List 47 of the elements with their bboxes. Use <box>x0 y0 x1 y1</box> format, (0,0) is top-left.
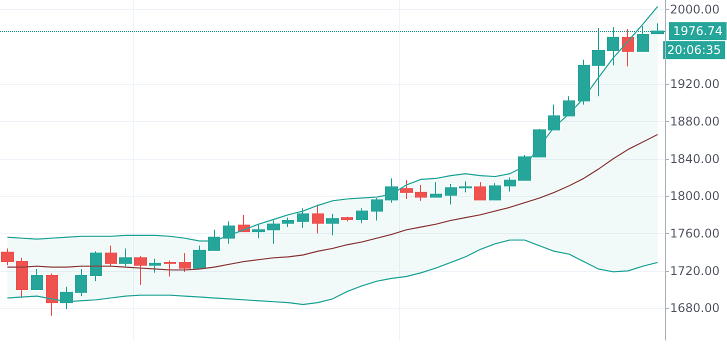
candlestick <box>312 204 324 234</box>
candlestick <box>252 224 265 239</box>
candlestick <box>149 258 161 274</box>
candlestick <box>533 128 546 158</box>
candlestick <box>75 268 87 297</box>
candlestick <box>578 59 590 106</box>
y-tick-label: 1720.00 <box>670 264 720 278</box>
y-tick-label: 1760.00 <box>670 226 720 241</box>
y-tick-label: 1880.00 <box>670 114 720 128</box>
candlestick <box>341 216 353 222</box>
candlestick <box>105 245 117 267</box>
candlestick <box>430 182 442 198</box>
candlestick <box>548 104 560 130</box>
y-tick-label: 1920.00 <box>670 77 720 92</box>
candlestick <box>16 257 28 298</box>
text: 20:06:35 <box>667 43 722 58</box>
candlestick <box>31 268 43 290</box>
candlestick <box>119 248 132 267</box>
candlestick <box>371 198 383 221</box>
candlestick <box>356 208 368 224</box>
candlestick <box>46 273 58 316</box>
y-tick-label: 1680.00 <box>670 301 720 316</box>
candlestick <box>297 208 309 228</box>
candlestick <box>90 250 102 282</box>
candlestick <box>179 252 191 272</box>
y-tick-label: 2000.00 <box>670 2 720 16</box>
candlestick <box>474 182 486 200</box>
candlestick <box>134 255 147 286</box>
y-tick-label: 1800.00 <box>670 189 720 204</box>
candlestick <box>415 184 427 202</box>
candlestick <box>445 184 457 206</box>
ref-line-label: 1976.74 <box>673 24 723 38</box>
candlestick <box>489 182 501 200</box>
candlestick <box>563 96 575 116</box>
line-series <box>6 134 658 271</box>
candlestick <box>622 28 634 67</box>
line-series <box>6 239 658 306</box>
candlestick <box>1 248 14 266</box>
candlestick <box>504 176 516 192</box>
candlestick <box>385 178 398 204</box>
candlestick <box>282 217 294 228</box>
candlestick <box>193 245 206 269</box>
candlestick <box>459 180 472 193</box>
y-tick-label: 1840.00 <box>670 152 720 166</box>
candlestick <box>518 154 531 181</box>
candlestick <box>326 213 339 236</box>
candlestick <box>164 260 176 277</box>
